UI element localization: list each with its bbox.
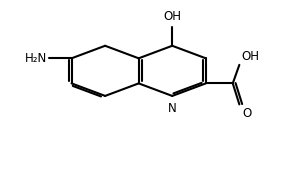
Text: N: N	[168, 102, 177, 115]
Text: O: O	[242, 107, 251, 120]
Text: H₂N: H₂N	[25, 52, 47, 65]
Text: OH: OH	[242, 50, 260, 64]
Text: OH: OH	[163, 10, 181, 23]
